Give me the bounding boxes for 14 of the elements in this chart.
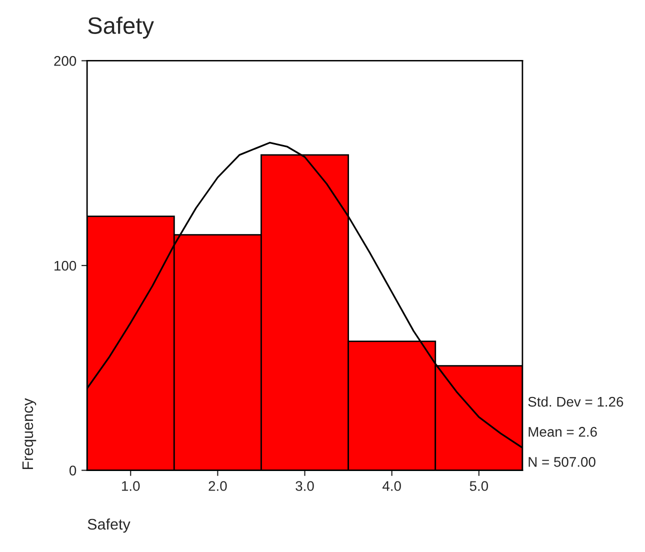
chart-title: Safety: [88, 16, 154, 39]
x-tick-label: 3.0: [296, 481, 314, 491]
x-tick-label: 4.0: [382, 481, 401, 491]
y-tick-label: 100: [54, 260, 76, 271]
x-tick-label: 2.0: [208, 481, 227, 491]
x-axis-title: Safety: [88, 518, 130, 533]
text: Mean = 2.6: [528, 426, 597, 437]
text: N = 507.00: [528, 457, 596, 467]
x-tick-label: 5.0: [470, 481, 488, 491]
text: Std. Dev = 1.26: [528, 396, 624, 407]
y-axis-title: Frequency: [22, 398, 36, 470]
x-tick-label: 1.0: [122, 481, 140, 491]
y-tick-label: 200: [54, 56, 76, 66]
y-tick-label: 0: [69, 466, 76, 476]
